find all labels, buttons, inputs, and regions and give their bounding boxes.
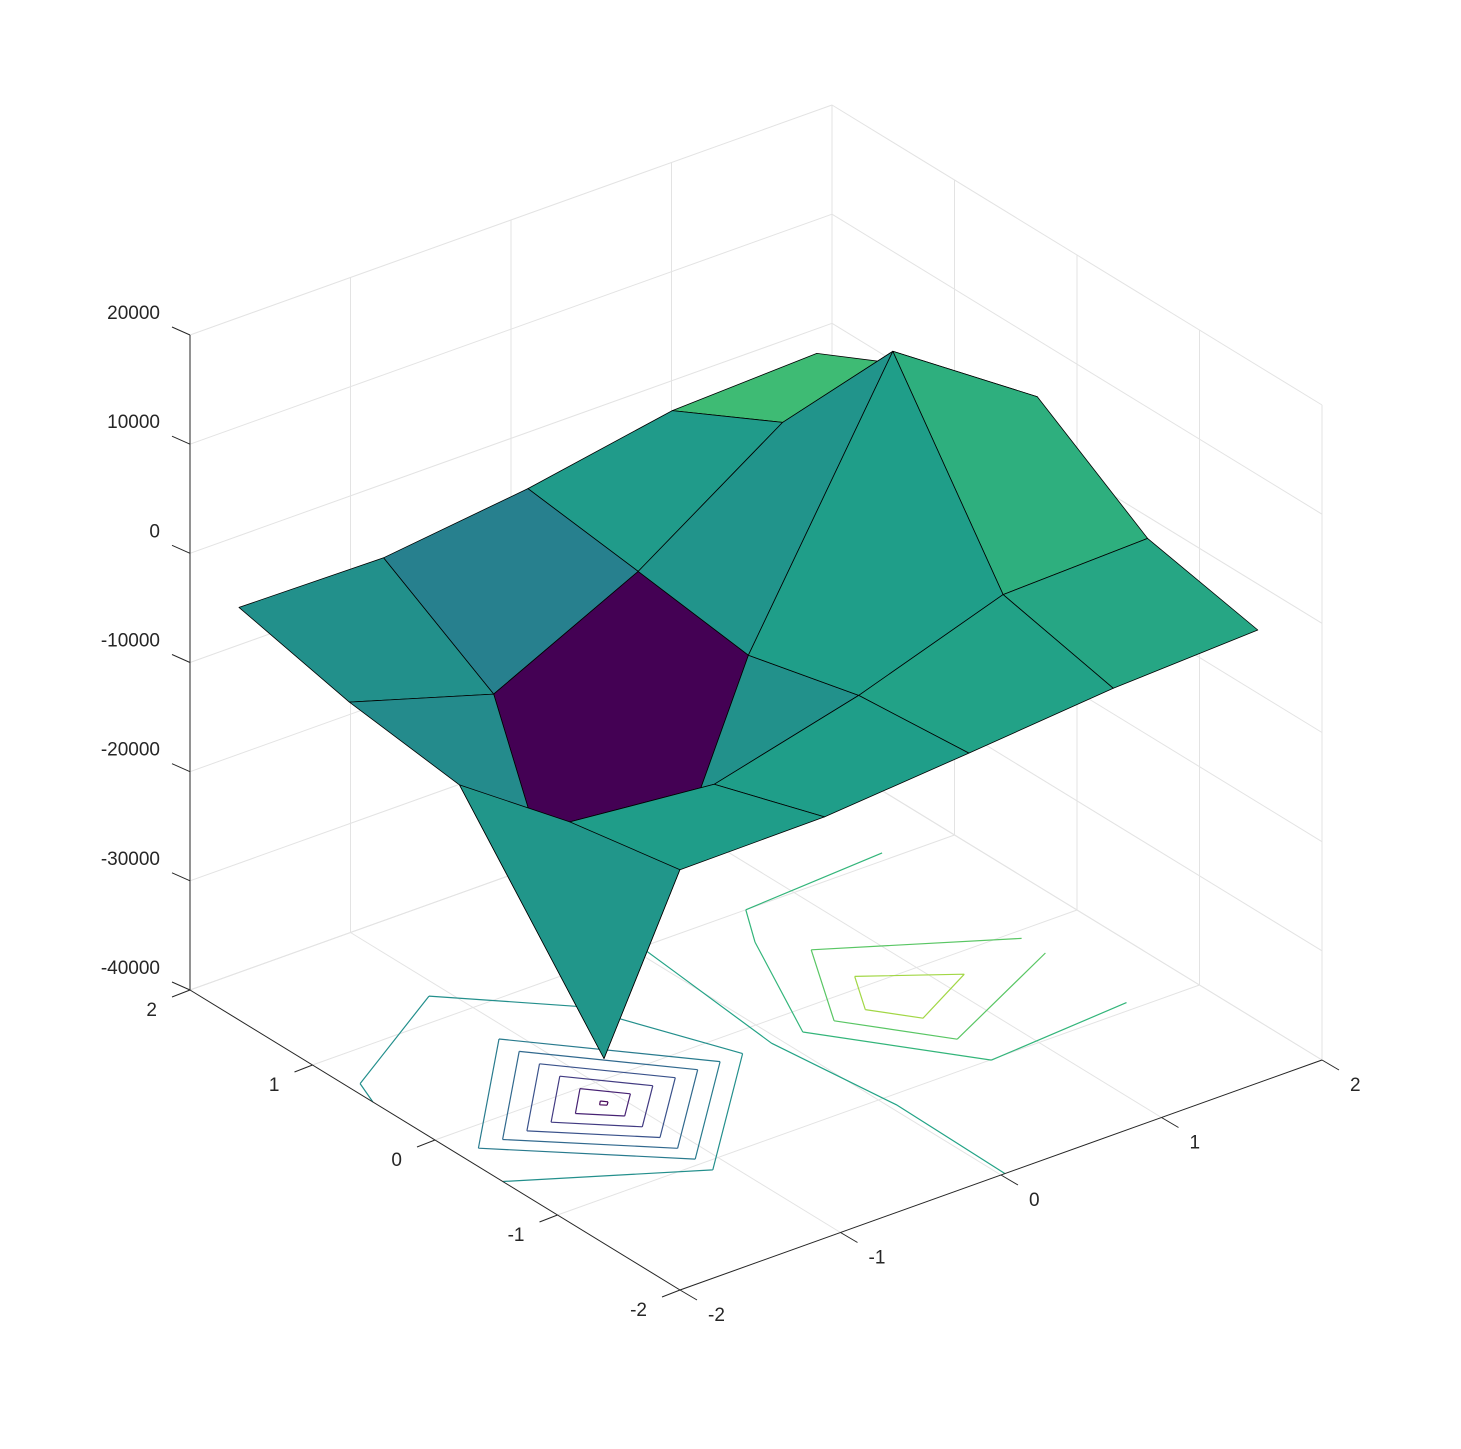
z-tick bbox=[171, 981, 191, 991]
contour-line bbox=[550, 1075, 654, 1128]
surface-layer bbox=[238, 350, 1259, 1059]
z-tick-label: 10000 bbox=[107, 412, 160, 433]
grid-line bbox=[434, 909, 1078, 1141]
y-tick-label: -2 bbox=[630, 1300, 647, 1321]
grid-line bbox=[831, 213, 1323, 515]
x-tick bbox=[840, 1232, 858, 1243]
x-tick-label: 2 bbox=[1350, 1075, 1361, 1096]
z-tick-label: -30000 bbox=[101, 849, 160, 870]
contour-line bbox=[745, 852, 1127, 1061]
y-tick bbox=[416, 1139, 436, 1148]
grid-line bbox=[831, 759, 1323, 1061]
z-tick-label: -10000 bbox=[101, 631, 160, 652]
contour-line bbox=[810, 937, 1046, 1040]
y-tick bbox=[661, 1289, 681, 1298]
x-tick-label: 0 bbox=[1029, 1190, 1040, 1211]
z-tick-label: 0 bbox=[149, 521, 160, 542]
x-tick bbox=[679, 1289, 698, 1301]
contour-line bbox=[359, 995, 744, 1183]
z-tick bbox=[171, 763, 191, 773]
z-tick-label: 20000 bbox=[107, 303, 160, 324]
z-tick bbox=[171, 326, 191, 336]
z-tick-label: -40000 bbox=[101, 958, 160, 979]
y-tick bbox=[171, 989, 191, 998]
y-tick-label: 2 bbox=[146, 1000, 157, 1021]
contour-line bbox=[599, 1100, 609, 1106]
axes-layer: -40000 -30000 -20000 -10000 0 10000 20000 -2 -1 0… bbox=[101, 303, 1361, 1326]
grid-line bbox=[557, 984, 1200, 1216]
z-tick bbox=[171, 872, 191, 882]
z-tick bbox=[171, 654, 191, 663]
contour-line bbox=[526, 1063, 676, 1139]
x-tick bbox=[1161, 1117, 1179, 1128]
z-tick bbox=[171, 544, 191, 554]
y-tick-label: 1 bbox=[269, 1075, 280, 1096]
x-tick bbox=[1000, 1174, 1019, 1186]
contour-line bbox=[477, 1038, 721, 1160]
contour-layer bbox=[359, 852, 1127, 1183]
contour-line bbox=[502, 1050, 699, 1149]
y-tick bbox=[294, 1064, 313, 1073]
x-tick-label: 1 bbox=[1190, 1133, 1201, 1154]
grid-line bbox=[189, 322, 833, 554]
grid-line bbox=[189, 213, 833, 445]
y-tick-label: -1 bbox=[508, 1225, 525, 1246]
x-tick-label: -2 bbox=[708, 1305, 725, 1326]
contour-line bbox=[854, 973, 965, 1019]
grid-line bbox=[189, 104, 833, 336]
contour-line bbox=[575, 898, 1006, 1175]
x-tick-label: -1 bbox=[869, 1248, 886, 1269]
contour-line bbox=[574, 1088, 631, 1117]
z-tick-label: -20000 bbox=[101, 740, 160, 761]
z-tick bbox=[171, 435, 191, 445]
surface-face bbox=[569, 783, 825, 871]
grid-line bbox=[831, 104, 1323, 406]
y-tick bbox=[539, 1214, 558, 1223]
x-tick bbox=[1321, 1059, 1340, 1071]
y-tick-label: 0 bbox=[391, 1150, 402, 1171]
